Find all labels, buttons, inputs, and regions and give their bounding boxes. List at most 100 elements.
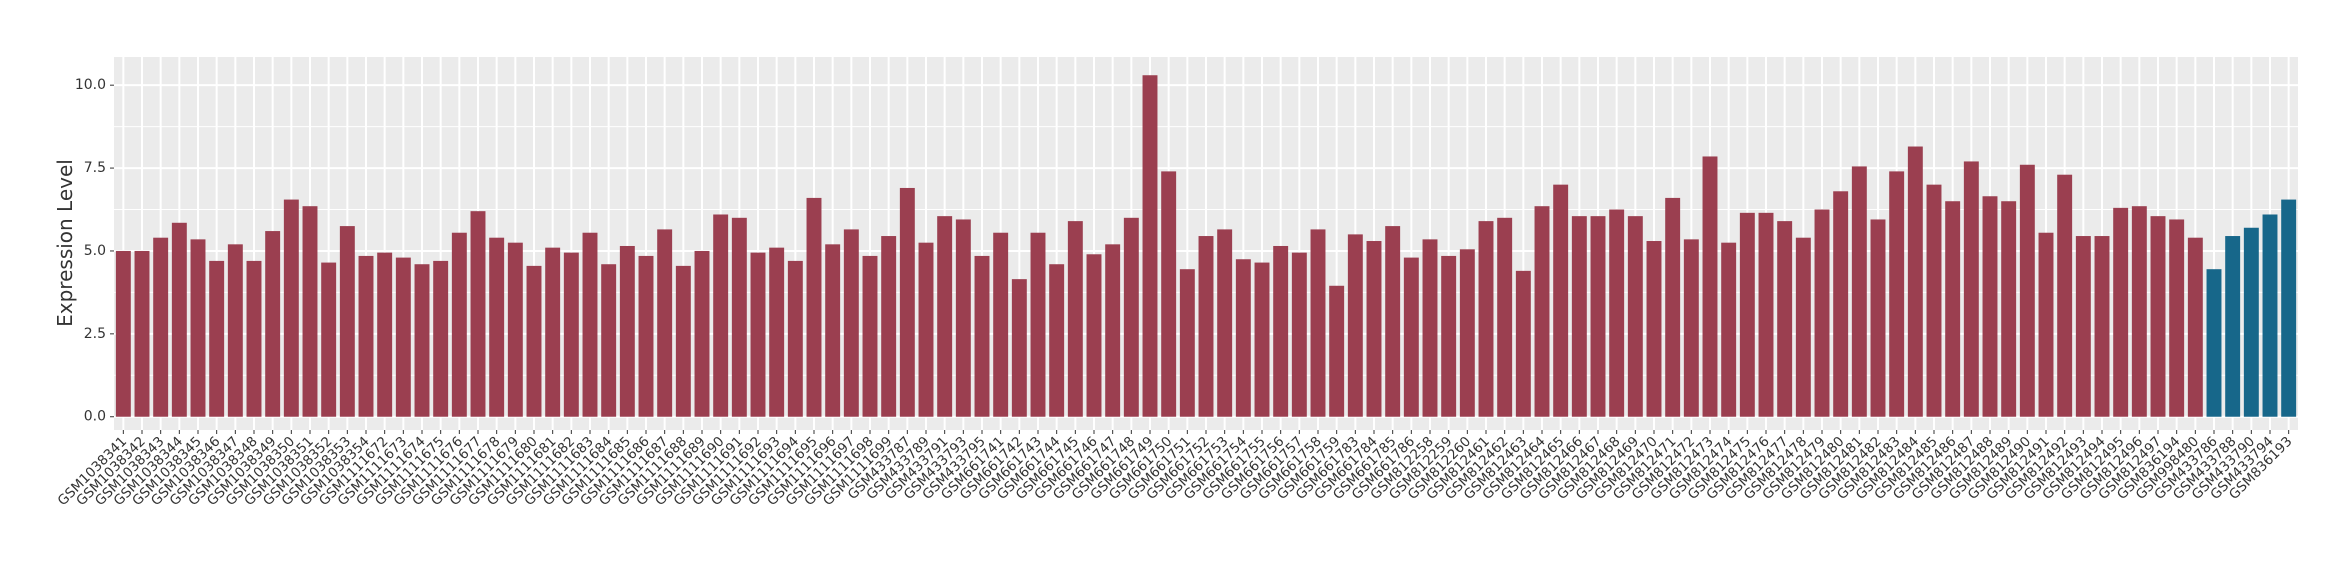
bar bbox=[451, 232, 467, 417]
bar bbox=[1926, 184, 1942, 417]
bar bbox=[2150, 216, 2166, 417]
bar bbox=[1553, 184, 1569, 417]
bar bbox=[974, 255, 990, 417]
bar bbox=[1254, 262, 1270, 417]
bar bbox=[1403, 257, 1419, 417]
bar bbox=[1683, 239, 1699, 417]
bar bbox=[1049, 264, 1065, 417]
bar bbox=[283, 199, 299, 417]
bar bbox=[1067, 221, 1083, 417]
bar bbox=[2243, 227, 2259, 417]
bar bbox=[1777, 221, 1793, 417]
bar bbox=[899, 187, 915, 417]
bar bbox=[1739, 212, 1755, 417]
bar bbox=[153, 237, 169, 417]
y-tick-label: 7.5 bbox=[84, 160, 106, 176]
bar bbox=[2281, 199, 2297, 417]
bar bbox=[302, 206, 318, 417]
bar bbox=[713, 214, 729, 417]
bar bbox=[619, 245, 635, 417]
bar bbox=[414, 264, 430, 417]
bar bbox=[2206, 269, 2222, 417]
bar bbox=[321, 262, 337, 417]
bar bbox=[1982, 196, 1998, 417]
bar bbox=[2019, 164, 2035, 417]
bar bbox=[1273, 245, 1289, 417]
bar bbox=[2169, 219, 2185, 417]
bar bbox=[209, 260, 225, 417]
bar bbox=[1347, 234, 1363, 417]
bar bbox=[134, 250, 150, 417]
bar bbox=[1889, 171, 1905, 417]
bar bbox=[1105, 244, 1121, 417]
bar bbox=[657, 229, 673, 417]
bar bbox=[377, 252, 393, 417]
bar bbox=[1702, 156, 1718, 417]
bar bbox=[1441, 255, 1457, 417]
bar bbox=[507, 242, 523, 417]
bar bbox=[862, 255, 878, 417]
bar bbox=[787, 260, 803, 417]
bar bbox=[1478, 221, 1494, 417]
bar bbox=[993, 232, 1009, 417]
bar bbox=[1571, 216, 1587, 417]
bar bbox=[545, 247, 561, 417]
bar bbox=[190, 239, 206, 417]
bar bbox=[1795, 237, 1811, 417]
bar bbox=[881, 236, 897, 417]
bar bbox=[433, 260, 449, 417]
bar bbox=[1198, 236, 1214, 417]
bar bbox=[601, 264, 617, 417]
y-tick-label: 2.5 bbox=[84, 326, 106, 342]
bar bbox=[358, 255, 374, 417]
bar bbox=[1627, 216, 1643, 417]
bar bbox=[1385, 226, 1401, 417]
bar bbox=[1011, 279, 1027, 417]
bar bbox=[750, 252, 766, 417]
bar bbox=[1030, 232, 1046, 417]
bar bbox=[582, 232, 598, 417]
bar bbox=[1310, 229, 1326, 417]
bar bbox=[395, 257, 411, 417]
bar bbox=[1609, 209, 1625, 417]
bar bbox=[2131, 206, 2147, 417]
bar bbox=[1217, 229, 1233, 417]
bar bbox=[1646, 241, 1662, 417]
bar bbox=[1366, 241, 1382, 417]
bar bbox=[1086, 254, 1102, 417]
bar bbox=[1422, 239, 1438, 417]
bar bbox=[489, 237, 505, 417]
bar bbox=[1758, 212, 1774, 417]
bar bbox=[1329, 285, 1345, 417]
bar bbox=[955, 219, 971, 417]
bar bbox=[1907, 146, 1923, 417]
bar bbox=[2075, 236, 2091, 417]
bar bbox=[2262, 214, 2278, 417]
bar bbox=[1142, 75, 1158, 417]
bar bbox=[1123, 217, 1139, 417]
bar bbox=[1814, 209, 1830, 417]
bar bbox=[1534, 206, 1550, 417]
bar bbox=[1161, 171, 1177, 417]
bar bbox=[638, 255, 654, 417]
bar bbox=[526, 265, 542, 417]
bar bbox=[1945, 201, 1961, 417]
bar bbox=[470, 211, 486, 417]
bar bbox=[1291, 252, 1307, 417]
bar bbox=[769, 247, 785, 417]
bar bbox=[1721, 242, 1737, 417]
bar bbox=[2187, 237, 2203, 417]
y-tick-label: 10.0 bbox=[75, 77, 106, 93]
bar bbox=[115, 250, 131, 417]
bar bbox=[563, 252, 579, 417]
bar bbox=[731, 217, 747, 417]
bar bbox=[2094, 236, 2110, 417]
bar bbox=[918, 242, 934, 417]
bar bbox=[825, 244, 841, 417]
bar bbox=[2225, 236, 2241, 417]
bar bbox=[171, 222, 187, 417]
bar bbox=[1851, 166, 1867, 417]
bar bbox=[675, 265, 691, 417]
bar bbox=[937, 216, 953, 417]
